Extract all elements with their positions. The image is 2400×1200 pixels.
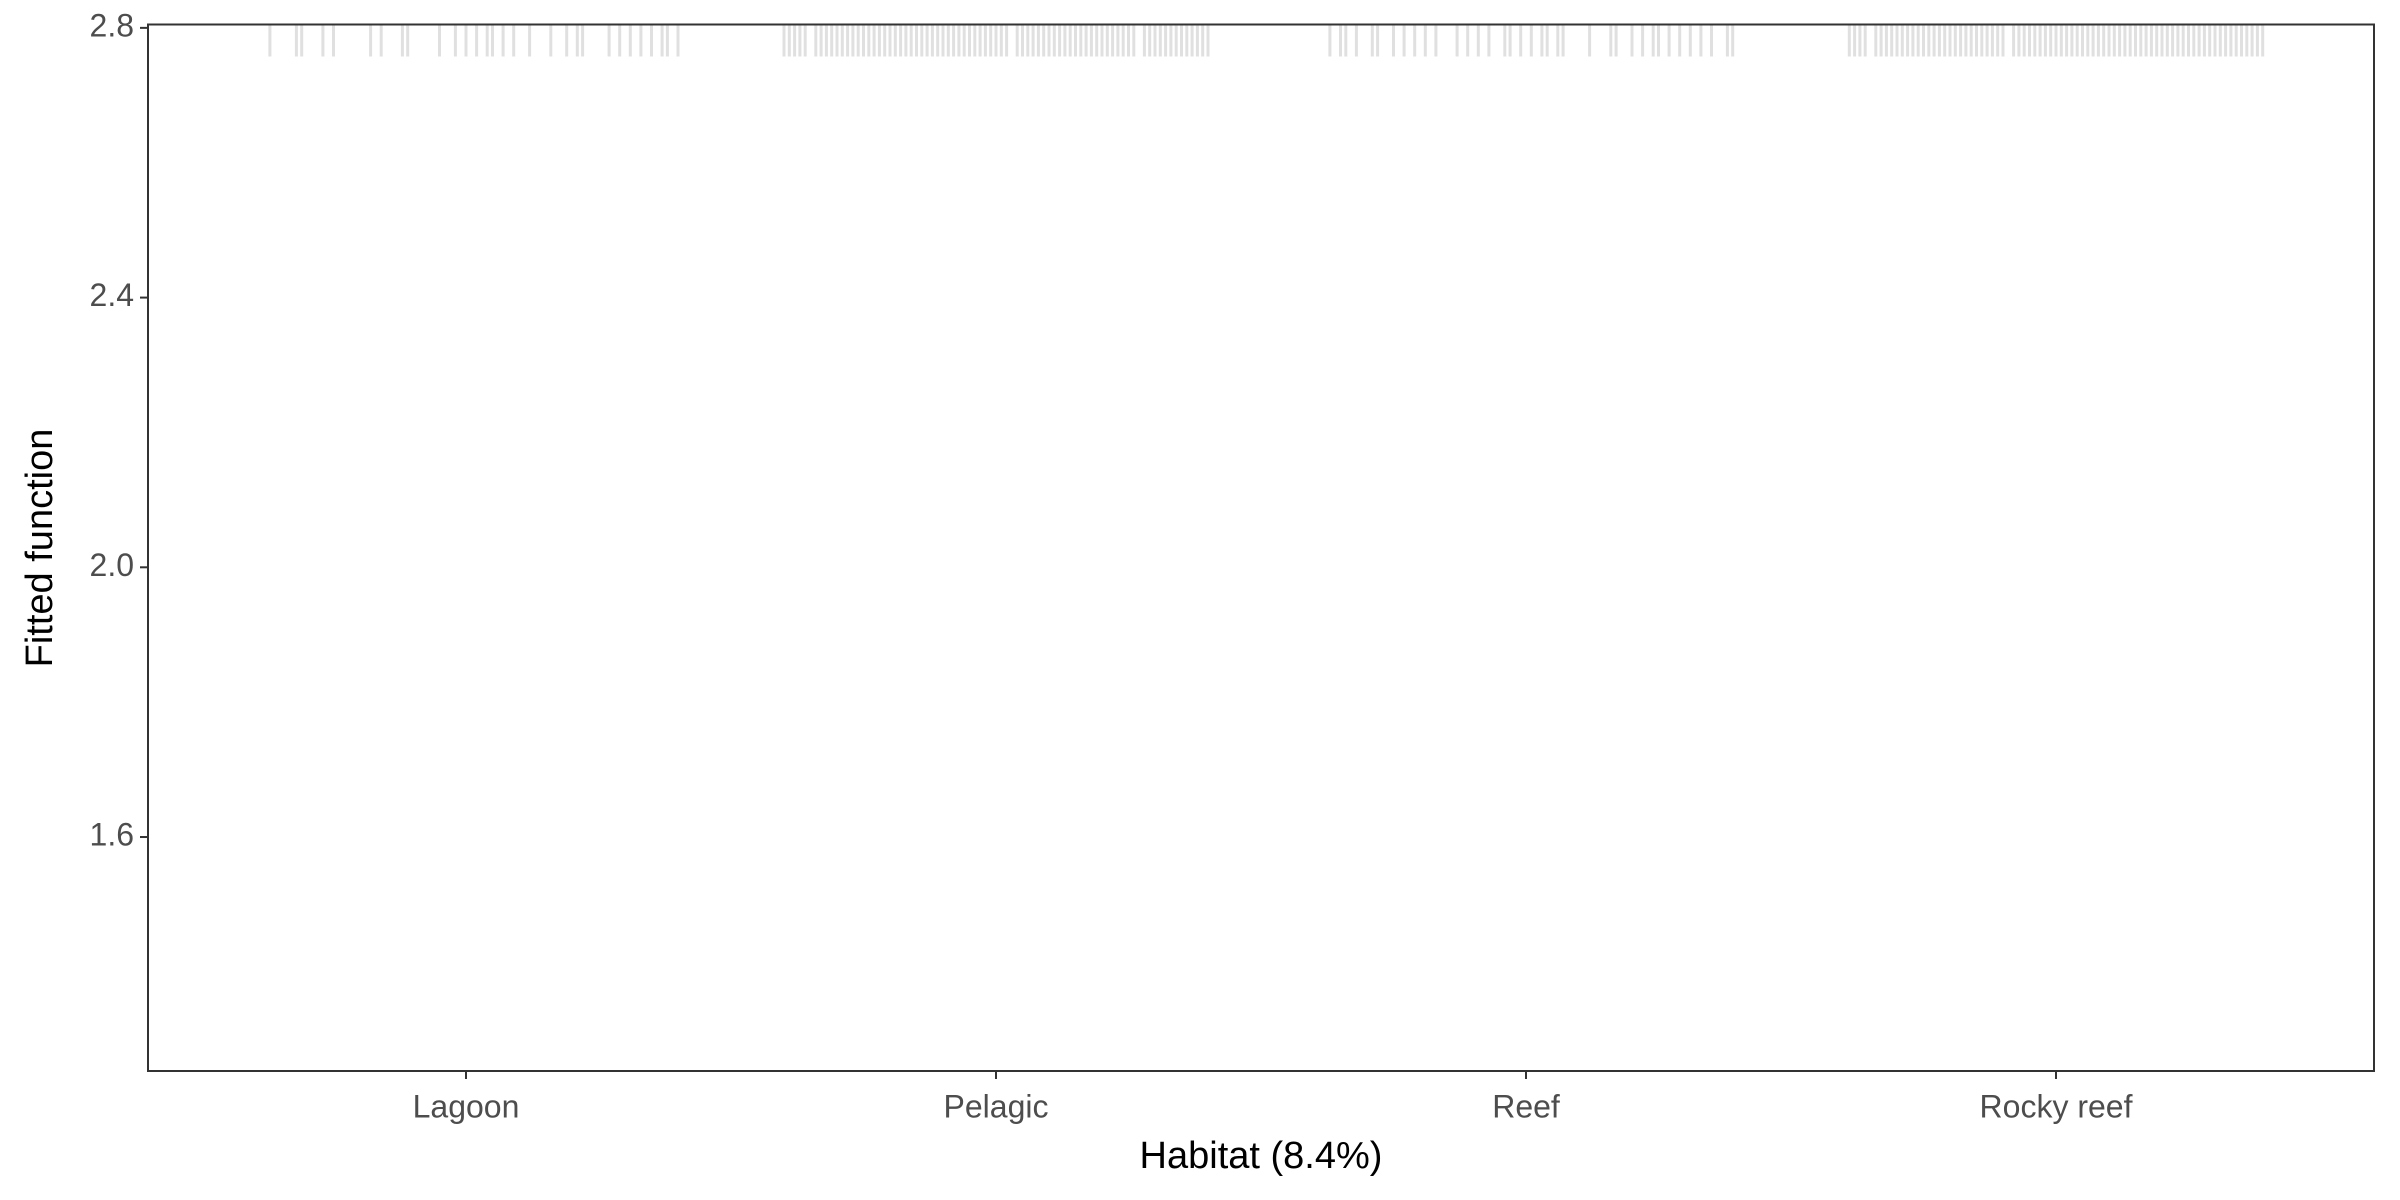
x-tick-label: Pelagic [944, 1088, 1049, 1124]
plot-border [147, 23, 2375, 1072]
x-tick-label: Rocky reef [1980, 1088, 2133, 1124]
y-tick-label: 1.6 [90, 816, 134, 852]
x-tick-label: Lagoon [413, 1088, 520, 1124]
y-tick-label: 2.4 [90, 277, 134, 313]
y-tick-label: 2.8 [90, 7, 134, 43]
y-axis-title: Fitted function [19, 429, 61, 668]
y-tick-label: 2.0 [90, 547, 134, 583]
x-tick-label: Reef [1492, 1088, 1560, 1124]
x-axis-title: Habitat (8.4%) [1140, 1135, 1383, 1177]
